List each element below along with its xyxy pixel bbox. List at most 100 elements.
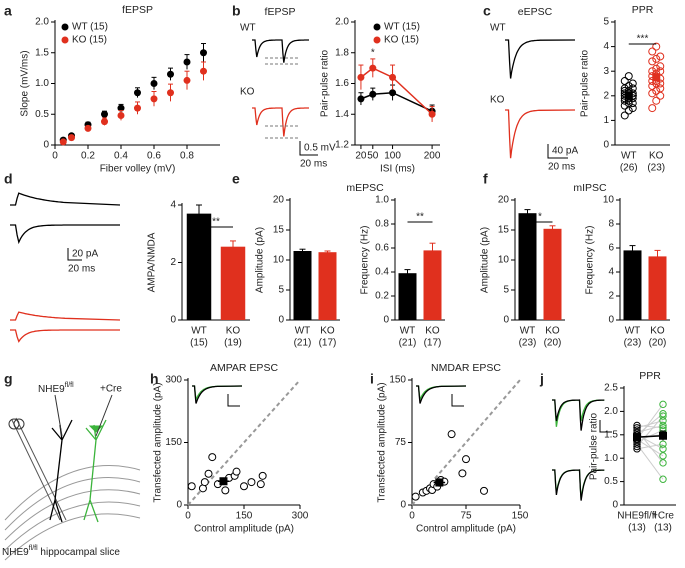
y-tick-label: 10 xyxy=(498,255,510,266)
y-axis-label: Pair-pulse ratio xyxy=(320,49,331,117)
category-label: KO xyxy=(226,326,241,337)
legend-label: KO (15) xyxy=(384,35,419,46)
data-point xyxy=(411,492,420,501)
x-tick-label: 0.4 xyxy=(114,151,128,162)
x-axis-label: ISI (ms) xyxy=(380,164,415,175)
y-tick-label: 1.5 xyxy=(604,429,618,440)
data-point xyxy=(656,84,665,93)
y-tick-label: 10 xyxy=(273,255,285,266)
mean-marker xyxy=(652,73,661,82)
data-point xyxy=(187,482,196,491)
data-point xyxy=(656,52,665,61)
diagram-caption: NHE9fl/fl hippocampal slice xyxy=(2,545,120,557)
y-tick-label: 15 xyxy=(273,225,285,236)
trace xyxy=(252,107,309,137)
data-point xyxy=(659,400,667,409)
y-tick-label: 1.8 xyxy=(335,47,349,58)
trace-label: WT xyxy=(490,23,506,34)
y-tick-label: 0.5 xyxy=(35,109,49,120)
data-point xyxy=(659,417,667,425)
category-label: WT xyxy=(520,326,536,337)
y-axis-label: Slope (mV/ms) xyxy=(20,50,31,116)
legend-label: WT (15) xyxy=(384,22,420,33)
scale-label: 40 pA xyxy=(552,146,578,157)
legend-label: KO (15) xyxy=(72,35,107,46)
category-label: KO xyxy=(545,326,560,337)
annotation: * xyxy=(371,48,375,59)
data-point xyxy=(628,104,637,113)
bar xyxy=(220,246,246,320)
data-point xyxy=(624,81,633,90)
x-axis-label: Control amplitude (pA) xyxy=(194,524,294,535)
data-point xyxy=(59,138,67,146)
data-point xyxy=(652,86,661,95)
legend-marker xyxy=(373,36,381,44)
y-axis-label: Transfected amplitude (pA) xyxy=(153,382,164,502)
x-tick-label: 150 xyxy=(512,511,529,522)
y-tick-label: 4 xyxy=(608,267,614,278)
chart-title: mEPSC xyxy=(346,182,384,194)
data-point xyxy=(357,73,365,81)
y-tick-label: 8 xyxy=(608,219,614,230)
data-point xyxy=(183,76,191,84)
data-point xyxy=(389,73,397,81)
y-tick-label: 4 xyxy=(603,41,609,52)
diagram-caption-part: NHE9 xyxy=(2,547,29,558)
annotation: *** xyxy=(637,34,649,45)
data-point xyxy=(101,118,108,126)
legend-label: WT (15) xyxy=(72,22,108,33)
data-point xyxy=(134,89,141,97)
panel-label: g xyxy=(4,371,13,387)
pair-line xyxy=(636,424,664,433)
trace-title: eEPSC xyxy=(518,6,553,18)
trace xyxy=(252,39,309,63)
bar xyxy=(423,250,442,320)
n-label: (21) xyxy=(399,338,417,349)
pair-line xyxy=(636,424,664,429)
bar xyxy=(318,252,337,320)
data-point xyxy=(480,486,488,495)
data-point xyxy=(232,467,241,476)
diagram-label-part: fl/fl xyxy=(65,382,74,389)
y-tick-label: 2 xyxy=(608,291,614,302)
y-tick-label: 0 xyxy=(278,315,284,326)
data-point xyxy=(204,469,213,478)
mean-marker xyxy=(633,433,641,442)
data-point xyxy=(633,442,641,451)
y-tick-label: 1 xyxy=(603,115,609,126)
y-tick-label: 20 xyxy=(273,195,285,206)
bar xyxy=(186,213,212,320)
data-point xyxy=(134,104,141,112)
data-point xyxy=(648,57,657,66)
data-point xyxy=(659,475,667,483)
x-tick-label: 0.2 xyxy=(81,151,95,162)
y-tick-label: 2 xyxy=(170,257,176,268)
y-tick-label: 2.5 xyxy=(604,383,618,394)
scale-bar xyxy=(299,141,318,156)
guide xyxy=(265,57,300,139)
chart-title: mIPSC xyxy=(573,182,607,194)
data-point xyxy=(633,445,641,453)
series-line xyxy=(360,67,433,115)
x-axis-label: Fiber volley (mV) xyxy=(100,164,176,175)
data-point xyxy=(462,455,470,464)
y-tick-label: 300 xyxy=(165,375,182,386)
series-line xyxy=(360,91,433,112)
y-tick-label: 1.0 xyxy=(375,195,389,206)
data-point xyxy=(633,421,641,430)
y-tick-label: 5 xyxy=(503,285,509,296)
mean-marker xyxy=(219,477,228,486)
category-label: WT xyxy=(400,326,416,337)
scale-bar xyxy=(599,420,612,433)
trace xyxy=(552,399,605,431)
data-point xyxy=(258,471,267,480)
y-tick-label: 0.8 xyxy=(375,219,389,230)
panel-label: a xyxy=(4,3,12,19)
category-label: KO xyxy=(649,151,664,162)
data-point xyxy=(656,91,665,100)
data-point xyxy=(240,482,248,491)
n-label: (19) xyxy=(224,338,242,349)
data-point xyxy=(117,111,125,119)
data-point xyxy=(659,452,667,460)
category-label: KO xyxy=(650,326,665,337)
